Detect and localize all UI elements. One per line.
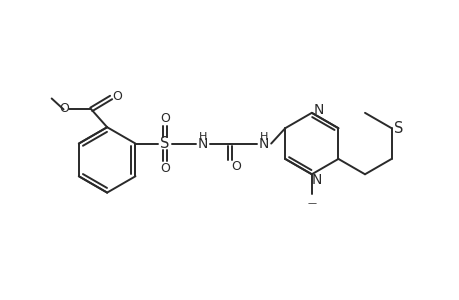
Text: O: O (112, 90, 122, 103)
Text: —: — (307, 200, 316, 208)
Text: N: N (258, 136, 269, 151)
Text: H: H (198, 132, 207, 142)
Text: O: O (160, 112, 170, 125)
Text: S: S (160, 136, 169, 151)
Text: N: N (311, 173, 321, 187)
Text: O: O (160, 162, 170, 175)
Text: S: S (393, 121, 403, 136)
Text: H: H (259, 132, 268, 142)
Text: N: N (197, 136, 207, 151)
Text: O: O (231, 160, 241, 173)
Text: N: N (313, 103, 323, 117)
Text: O: O (60, 102, 69, 115)
